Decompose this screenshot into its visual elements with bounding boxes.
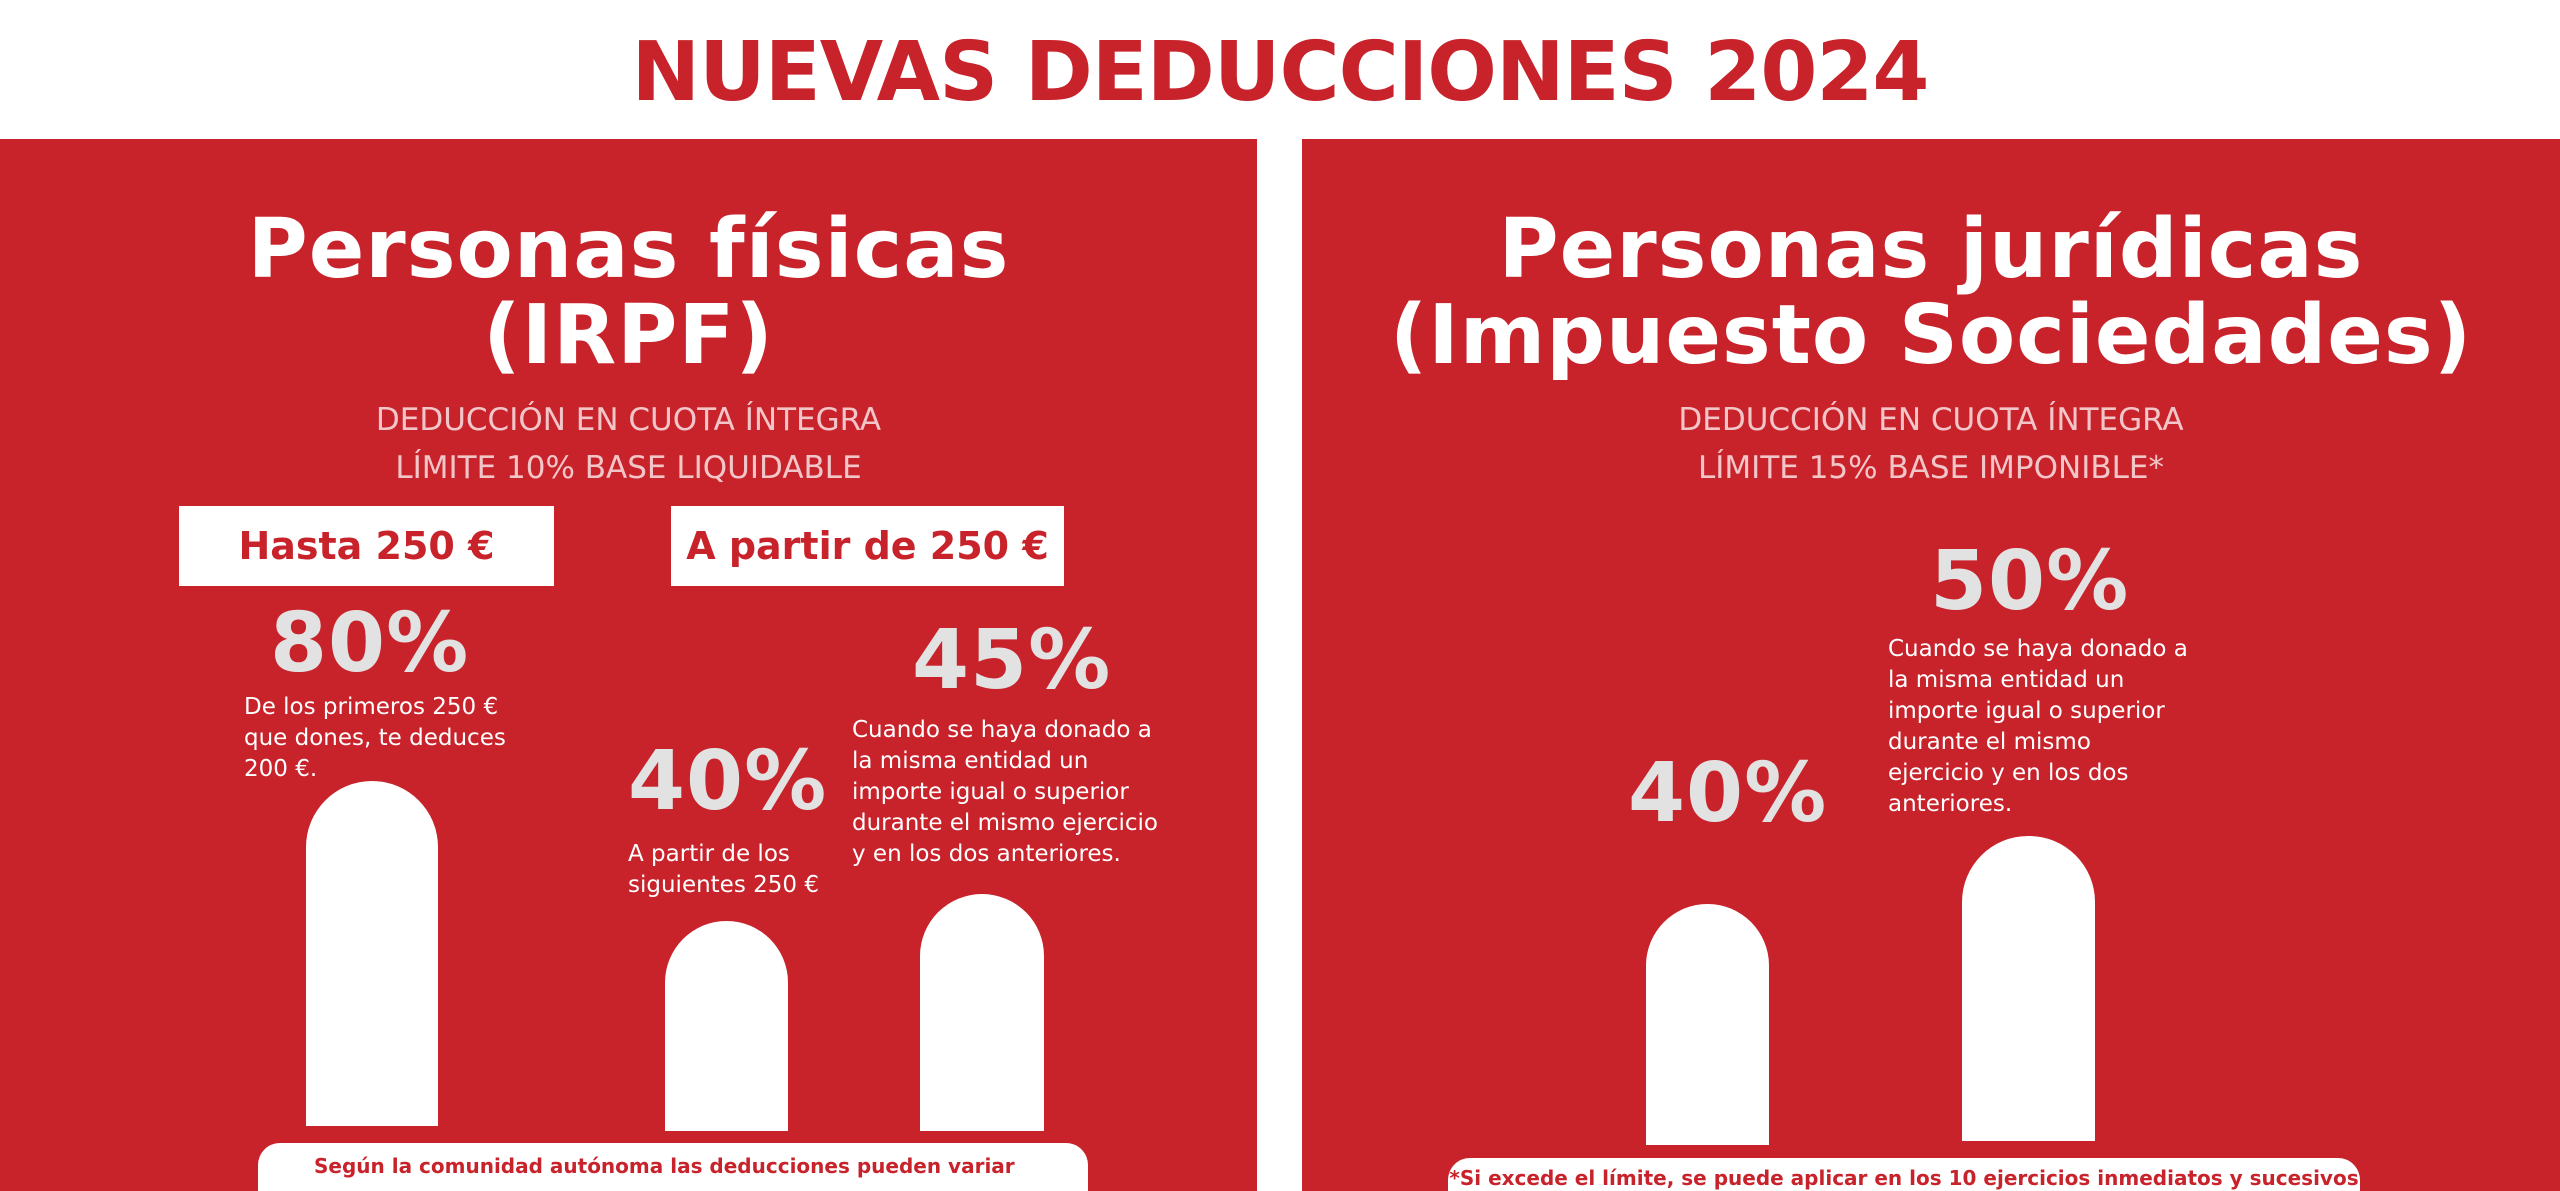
pct-80: 80%	[270, 596, 470, 691]
desc-50: Cuando se haya donado a la misma entidad…	[1888, 636, 2188, 817]
desc-45: Cuando se haya donado a la misma entidad…	[852, 717, 1158, 867]
pct-50: 50%	[1930, 534, 2130, 629]
panel-personas-fisicas: Personas físicas (IRPF) DEDUCCIÓN EN CUO…	[0, 139, 1257, 1191]
pct-45: 45%	[912, 613, 1112, 708]
subtitle-line2-right: LÍMITE 15% BASE IMPONIBLE*	[1698, 450, 2164, 486]
footer-note-right: *Si excede el límite, se puede aplicar e…	[1448, 1158, 2360, 1191]
bar-80	[306, 781, 438, 1126]
desc-40: A partir de los siguientes 250 €	[628, 841, 819, 898]
footer-note-left: Según la comunidad autónoma las deduccio…	[258, 1143, 1088, 1191]
subtitle-line1-right: DEDUCCIÓN EN CUOTA ÍNTEGRA	[1678, 402, 2184, 438]
heading-irpf: (IRPF)	[483, 288, 774, 383]
pct-40-right: 40%	[1628, 746, 1828, 841]
subtitle-line1: DEDUCCIÓN EN CUOTA ÍNTEGRA	[375, 402, 882, 438]
panel-personas-juridicas: Personas jurídicas (Impuesto Sociedades)…	[1302, 139, 2560, 1191]
tag-hasta-250: Hasta 250 €	[179, 506, 554, 586]
heading-personas-fisicas: Personas físicas	[247, 202, 1010, 297]
heading-impuesto-sociedades: (Impuesto Sociedades)	[1389, 288, 2473, 383]
bar-40	[665, 921, 788, 1131]
page-title: NUEVAS DEDUCCIONES 2024	[631, 25, 1930, 120]
bar-50	[1962, 836, 2095, 1141]
pct-40: 40%	[628, 734, 828, 829]
heading-personas-juridicas: Personas jurídicas	[1498, 202, 2364, 297]
bar-40-right	[1646, 904, 1769, 1145]
desc-80: De los primeros 250 € que dones, te dedu…	[244, 694, 506, 782]
bar-45	[920, 894, 1044, 1131]
tag-a-partir-250: A partir de 250 €	[671, 506, 1064, 586]
subtitle-line2: LÍMITE 10% BASE LIQUIDABLE	[395, 450, 862, 486]
